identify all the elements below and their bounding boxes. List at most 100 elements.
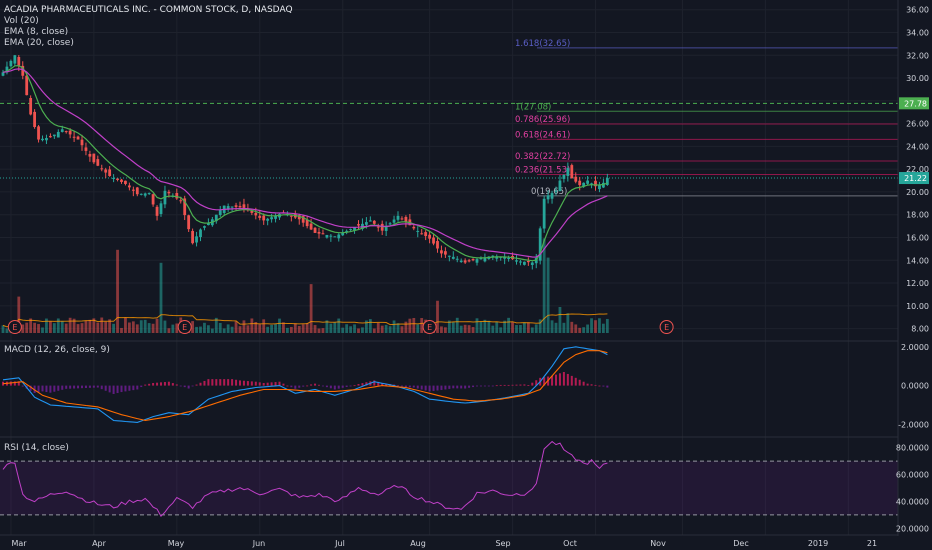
candle-body	[451, 256, 455, 259]
volume-bar	[116, 249, 119, 333]
candle-body	[199, 229, 202, 238]
macd-histogram-bar	[227, 379, 230, 386]
volume-bar	[92, 318, 96, 333]
macd-histogram-bar	[337, 385, 340, 389]
time-tick-label: Dec	[733, 539, 748, 548]
macd-histogram-bar	[306, 385, 309, 387]
candle-body	[582, 182, 586, 187]
candle-body	[475, 259, 479, 263]
macd-histogram-bar	[152, 383, 155, 386]
candle-body	[41, 138, 44, 141]
macd-histogram-bar	[175, 384, 178, 386]
volume-bar	[270, 324, 273, 333]
volume-bar	[68, 317, 72, 333]
volume-bar	[329, 323, 333, 333]
macd-histogram-bar	[491, 385, 494, 387]
volume-bar	[341, 327, 345, 333]
volume-bar	[309, 284, 313, 333]
volume-bar	[301, 324, 305, 333]
price-tag-label: 21.22	[904, 174, 927, 183]
candle-body	[491, 255, 495, 257]
volume-bar	[519, 325, 522, 333]
macd-label[interactable]: MACD (12, 26, close, 9)	[4, 345, 110, 355]
candle-body	[124, 180, 127, 184]
symbol-title[interactable]: ACADIA PHARMACEUTICALS INC. - COMMON STO…	[4, 5, 293, 15]
candle-body	[226, 206, 230, 209]
macd-histogram-bar	[84, 385, 87, 389]
candle-body	[368, 220, 372, 222]
volume-bar	[171, 324, 175, 333]
price-tick-label: 32.00	[906, 51, 929, 60]
volume-bar	[139, 320, 143, 333]
candle-body	[151, 194, 155, 205]
price-tick-label: 30.00	[906, 74, 929, 83]
macd-histogram-bar	[535, 380, 538, 386]
candle-body	[507, 257, 510, 259]
macd-histogram-bar	[65, 385, 68, 389]
time-tick-label: Jun	[252, 539, 266, 548]
macd-histogram-bar	[274, 382, 277, 386]
candle-body	[329, 235, 333, 237]
volume-bar	[368, 319, 372, 333]
volume-bar	[242, 320, 246, 333]
volume-bar	[52, 323, 56, 333]
ema8-indicator-label[interactable]: EMA (8, close)	[4, 27, 69, 37]
volume-bar	[64, 323, 68, 333]
candle-body	[29, 97, 33, 115]
macd-histogram-bar	[266, 382, 269, 386]
volume-bar	[151, 323, 155, 333]
candle-body	[21, 65, 25, 76]
candle-body	[570, 165, 574, 179]
macd-histogram-bar	[242, 380, 245, 386]
macd-histogram-bar	[191, 385, 194, 387]
macd-histogram-bar	[199, 382, 202, 386]
candle-body	[309, 223, 313, 230]
macd-histogram-bar	[254, 381, 257, 386]
volume-bar	[333, 322, 337, 333]
candle-body	[104, 169, 108, 173]
macd-histogram-bar	[77, 385, 80, 389]
macd-histogram-bar	[167, 381, 170, 386]
volume-bar	[293, 323, 297, 333]
volume-bar	[321, 328, 325, 333]
volume-bar	[538, 319, 542, 333]
candle-body	[274, 215, 277, 219]
volume-bar	[515, 325, 518, 333]
macd-histogram-bar	[495, 385, 498, 387]
macd-histogram-bar	[92, 385, 95, 388]
macd-histogram-bar	[239, 380, 241, 386]
candle-body	[372, 220, 376, 224]
macd-histogram-bar	[519, 384, 522, 386]
candle-body	[467, 260, 471, 262]
volume-bar	[33, 322, 36, 333]
ema20-indicator-label[interactable]: EMA (20, close)	[4, 38, 74, 48]
macd-histogram-bar	[476, 385, 478, 387]
candle-body	[64, 131, 68, 133]
candle-body	[92, 153, 96, 163]
volume-bar	[416, 324, 420, 333]
volume-bar	[72, 318, 76, 333]
candle-body	[455, 258, 459, 260]
volume-bar	[147, 323, 151, 333]
macd-histogram-bar	[116, 385, 119, 394]
volume-bar	[254, 321, 258, 333]
volume-bar	[175, 323, 179, 333]
candle-body	[558, 180, 562, 192]
macd-histogram-bar	[325, 385, 328, 388]
macd-histogram-bar	[144, 384, 147, 386]
volume-bar	[412, 317, 416, 333]
volume-bar	[408, 318, 412, 333]
earnings-marker-label: E	[182, 323, 187, 332]
rsi-label[interactable]: RSI (14, close)	[4, 443, 69, 453]
candle-body	[68, 130, 72, 135]
volume-bar	[349, 326, 352, 333]
macd-histogram-bar	[258, 382, 261, 386]
macd-histogram-bar	[246, 381, 249, 386]
time-axis[interactable]: Mar Apr May Jun Jul Aug Sep Oct Nov Dec 2019 21	[0, 536, 932, 550]
volume-indicator-label[interactable]: Vol (20)	[4, 16, 39, 26]
time-tick-label: Jul	[334, 539, 345, 548]
time-tick-label: Nov	[650, 539, 666, 548]
macd-histogram-bar	[464, 385, 467, 389]
